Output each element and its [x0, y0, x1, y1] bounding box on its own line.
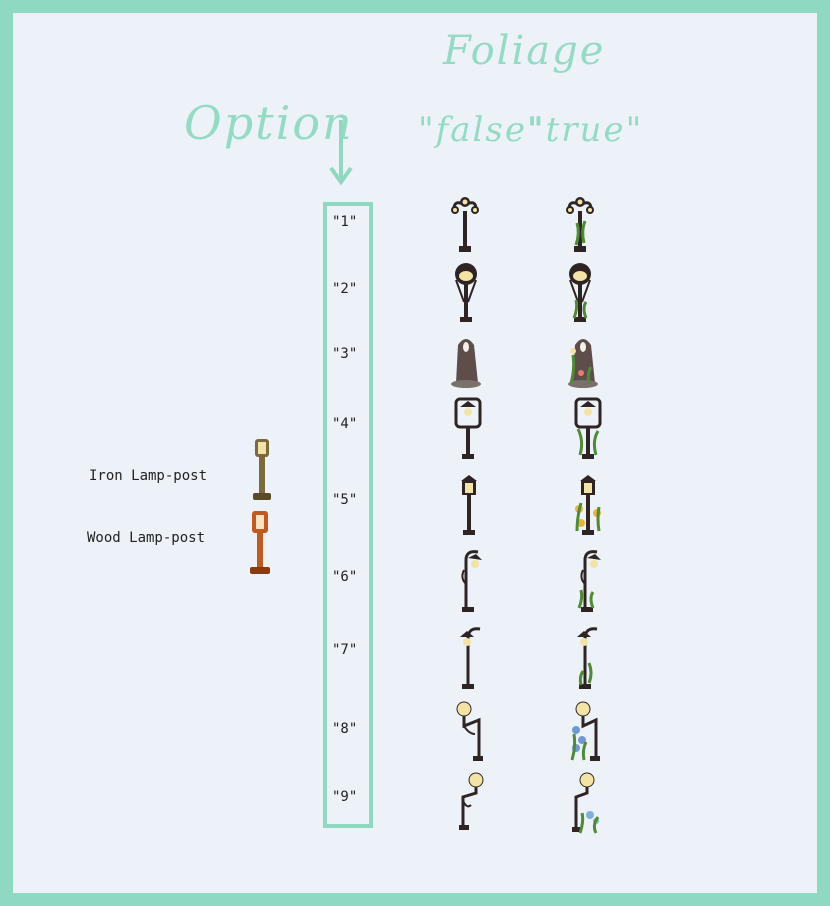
lamp-option-2-foliage-true — [569, 263, 591, 322]
false-column-heading: "false" — [418, 110, 545, 150]
lamp-option-1-foliage-false — [451, 197, 479, 252]
iron-lamp-post-icon — [253, 439, 271, 500]
option-label-5: "5" — [332, 492, 358, 508]
option-label-8: "8" — [332, 721, 358, 737]
wood-lamp-post-icon — [250, 511, 270, 574]
iron-lamp-label: Iron Lamp-post — [89, 468, 208, 484]
lamp-option-6-foliage-true — [577, 550, 601, 612]
option-label-4: "4" — [332, 416, 358, 432]
wood-lamp-label: Wood Lamp-post — [87, 530, 206, 546]
option-label-2: "2" — [332, 281, 358, 297]
lamp-option-4-foliage-true — [574, 397, 602, 459]
option-label-3: "3" — [332, 346, 358, 362]
option-label-1: "1" — [332, 214, 358, 230]
option-heading: Option — [184, 96, 354, 150]
lamp-option-1-foliage-true — [566, 197, 594, 252]
true-column-heading: "true" — [528, 110, 644, 150]
lamp-option-6-foliage-false — [461, 550, 482, 612]
lamp-option-3-foliage-false — [451, 339, 481, 388]
option-label-9: "9" — [332, 789, 358, 805]
down-arrow-icon — [329, 120, 353, 186]
lamp-option-7-foliage-false — [460, 627, 481, 689]
lamp-option-9-foliage-false — [459, 772, 484, 830]
lamp-option-2-foliage-false — [455, 263, 477, 322]
lamp-option-9-foliage-true — [572, 772, 600, 834]
foliage-heading: Foliage — [443, 28, 606, 74]
lamp-option-4-foliage-false — [454, 397, 482, 459]
lamp-option-5-foliage-true — [575, 475, 601, 535]
option-column-box — [323, 202, 373, 828]
lamp-option-5-foliage-false — [461, 475, 477, 535]
option-label-6: "6" — [332, 569, 358, 585]
option-label-7: "7" — [332, 642, 358, 658]
canvas-frame — [13, 13, 817, 893]
lamp-option-8-foliage-false — [456, 701, 483, 761]
lamp-option-7-foliage-true — [577, 627, 598, 689]
lamp-option-8-foliage-true — [570, 701, 600, 761]
lamp-option-3-foliage-true — [568, 339, 598, 388]
